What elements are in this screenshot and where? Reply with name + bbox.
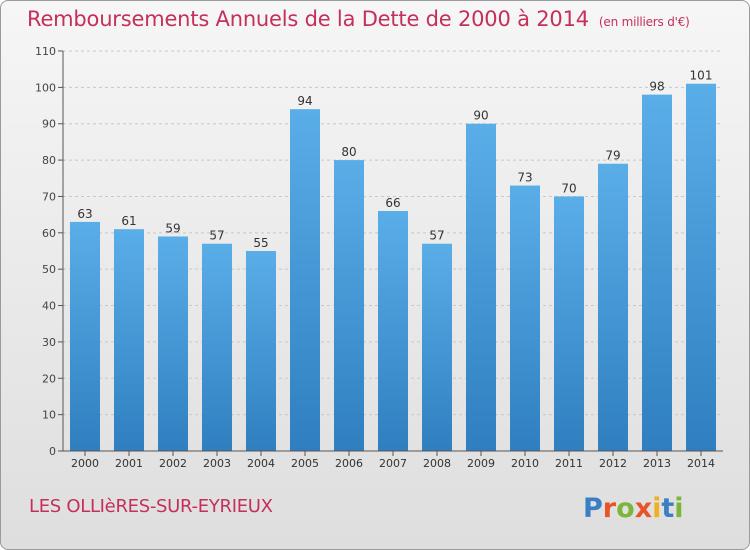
x-tick-label: 2001 xyxy=(115,457,143,470)
x-tick-label: 2014 xyxy=(687,457,715,470)
data-label: 55 xyxy=(253,236,268,250)
y-tick-label: 0 xyxy=(49,445,56,458)
y-tick-label: 110 xyxy=(35,45,56,58)
y-tick-label: 10 xyxy=(42,409,56,422)
x-tick-label: 2002 xyxy=(159,457,187,470)
data-label: 57 xyxy=(209,229,224,243)
x-tick-label: 2007 xyxy=(379,457,407,470)
bar-2010 xyxy=(510,185,540,451)
data-label: 59 xyxy=(165,221,180,235)
x-tick-label: 2003 xyxy=(203,457,231,470)
y-tick-label: 60 xyxy=(42,227,56,240)
data-label: 66 xyxy=(385,196,400,210)
data-label: 63 xyxy=(77,207,92,221)
y-tick-label: 20 xyxy=(42,372,56,385)
data-label: 79 xyxy=(605,149,620,163)
data-label: 73 xyxy=(517,171,532,185)
x-tick-label: 2011 xyxy=(555,457,583,470)
y-tick-label: 80 xyxy=(42,154,56,167)
x-tick-label: 2006 xyxy=(335,457,363,470)
y-tick-label: 70 xyxy=(42,190,56,203)
x-tick-label: 2008 xyxy=(423,457,451,470)
bars xyxy=(70,83,716,452)
data-label: 80 xyxy=(341,145,356,159)
title-text: Remboursements Annuels de la Dette de 20… xyxy=(27,7,589,31)
chart-title: Remboursements Annuels de la Dette de 20… xyxy=(27,7,690,31)
x-tick-label: 2005 xyxy=(291,457,319,470)
data-label: 94 xyxy=(297,94,312,108)
svg-text:Proxiti: Proxiti xyxy=(583,493,684,523)
bar-2012 xyxy=(598,163,628,451)
x-tick-label: 2009 xyxy=(467,457,495,470)
y-tick-label: 90 xyxy=(42,118,56,131)
bar-2014 xyxy=(686,83,716,452)
x-tick-label: 2013 xyxy=(643,457,671,470)
title-unit: (en milliers d'€) xyxy=(598,15,690,29)
bar-2000 xyxy=(70,221,100,451)
bar-2011 xyxy=(554,196,584,451)
axes: 0 10 20 30 40 50 60 70 80 90 100 110 2000 2001 2002 200… xyxy=(35,45,723,470)
commune-name: LES OLLIèRES-SUR-EYRIEUX xyxy=(29,496,273,517)
bar-2005 xyxy=(290,109,320,451)
x-tick-label: 2000 xyxy=(71,457,99,470)
x-tick-label: 2010 xyxy=(511,457,539,470)
y-tick-label: 100 xyxy=(35,81,56,94)
bar-2001 xyxy=(114,229,144,451)
bar-2008 xyxy=(422,243,452,451)
data-label: 101 xyxy=(690,69,713,83)
data-label: 57 xyxy=(429,229,444,243)
x-tick-label: 2004 xyxy=(247,457,275,470)
data-label: 61 xyxy=(121,214,136,228)
x-tick-label: 2012 xyxy=(599,457,627,470)
y-tick-label: 40 xyxy=(42,300,56,313)
data-label: 70 xyxy=(561,181,576,195)
bar-2003 xyxy=(202,243,232,451)
data-label: 90 xyxy=(473,109,488,123)
bar-2009 xyxy=(466,123,496,452)
data-label: 98 xyxy=(649,80,664,94)
data-labels: 63 61 59 57 55 94 80 66 57 90 73 70 79 98 101 xyxy=(77,69,712,250)
y-tick-label: 30 xyxy=(42,336,56,349)
y-tick-label: 50 xyxy=(42,263,56,276)
bar-2002 xyxy=(158,236,188,451)
proxiti-logo: Proxiti xyxy=(583,493,684,523)
bar-2006 xyxy=(334,160,364,451)
bar-2007 xyxy=(378,211,408,451)
bar-2004 xyxy=(246,251,276,451)
bar-2013 xyxy=(642,94,672,452)
